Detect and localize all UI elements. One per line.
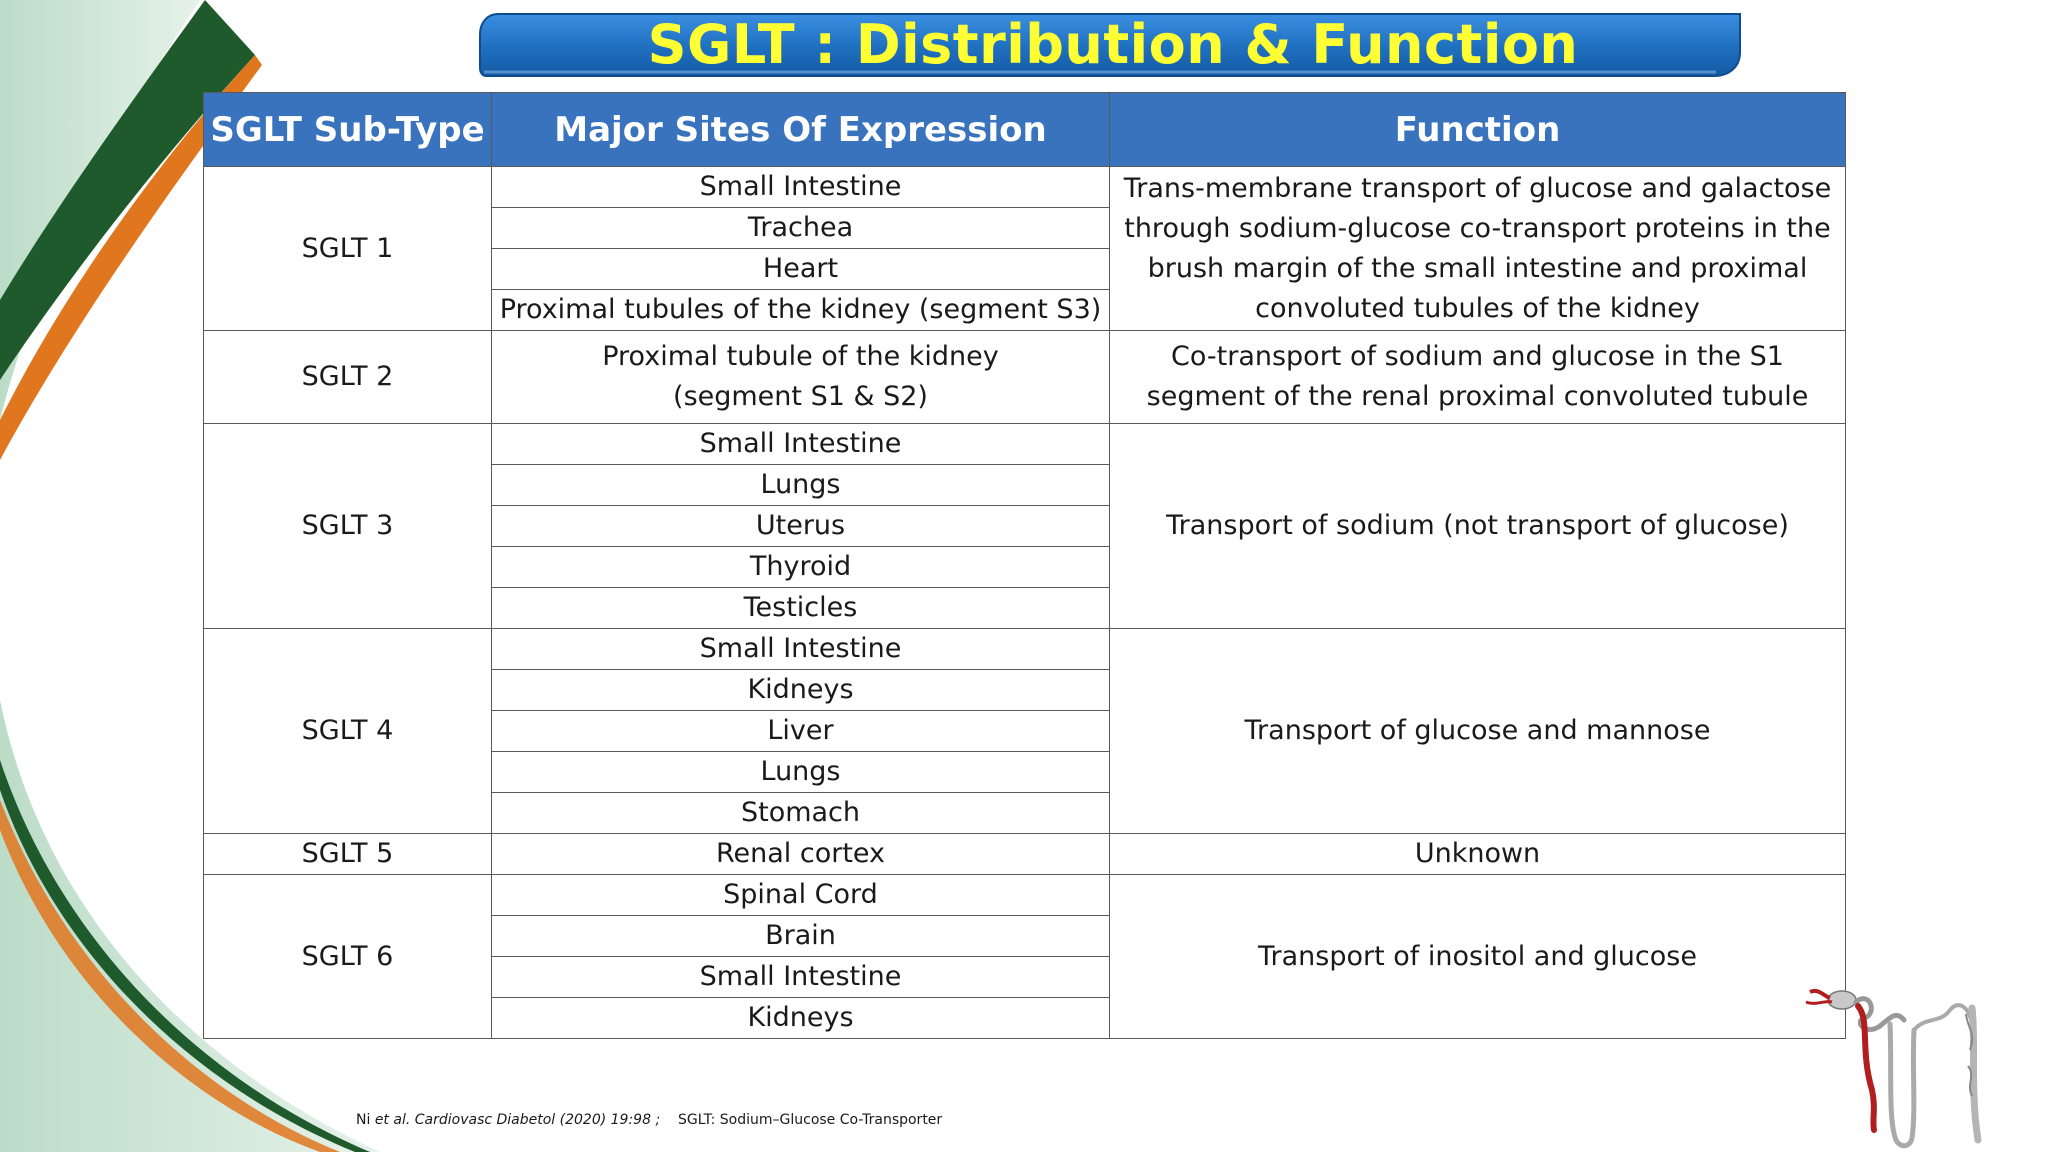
table-row: SGLT 1 Small Intestine Trans-membrane tr… [203,166,1846,331]
nephron-illustration-icon [1805,988,1982,1149]
function-cell: Transport of sodium (not transport of gl… [1109,423,1846,629]
site-cell: Spinal Cord [491,874,1110,916]
subtype-cell: SGLT 2 [203,330,492,424]
site-cell: Uterus [491,505,1110,547]
footnote-author: Ni [356,1112,375,1128]
subtype-cell: SGLT 1 [203,166,492,331]
site-cell: Kidneys [491,997,1110,1039]
site-cell: Stomach [491,792,1110,834]
table-row: Small Intestine [204,956,1846,998]
table-row: SGLT 5 Renal cortex Unknown [203,833,1846,875]
header-subtype: SGLT Sub-Type [203,92,492,167]
site-cell: Small Intestine [491,956,1110,998]
mint-lower-panel [0,700,380,1152]
site-cell: Thyroid [491,546,1110,588]
footnote-abbrev: SGLT: Sodium–Glucose Co-Transporter [677,1112,943,1128]
site-cell: Renal cortex [491,833,1110,875]
table-row: Testicles [204,587,1846,629]
slide-title: SGLT : Distribution & Function [647,13,1579,76]
function-cell: Trans-membrane transport of glucose and … [1109,166,1846,331]
table-row: Uterus [204,505,1846,547]
site-cell: Testicles [491,587,1110,629]
table-row: SGLT 3 Small Intestine Transport of sodi… [203,423,1846,629]
function-cell: Transport of inositol and glucose [1109,874,1846,1039]
header-function: Function [1109,92,1846,167]
table-row: Stomach [204,792,1846,834]
function-cell: Unknown [1109,833,1846,875]
mint-left-panel [0,0,200,420]
footnote-citation: Cardiovasc Diabetol (2020) 19:98 ; [410,1112,661,1128]
table-row: SGLT 2 Proximal tubule of the kidney (se… [203,330,1846,424]
table-row: Trachea [204,207,1846,249]
table-row: SGLT 6 Spinal Cord Transport of inositol… [203,874,1846,1039]
subtype-cell: SGLT 3 [203,423,492,629]
footnote-spacer [660,1112,678,1128]
table-row: Thyroid [204,546,1846,588]
header-sites: Major Sites Of Expression [491,92,1110,167]
table-row: Liver [204,710,1846,752]
site-cell: Small Intestine [491,423,1110,465]
title-banner [479,13,1741,77]
table-header-row: SGLT Sub-Type Major Sites Of Expression … [203,92,1846,167]
table-row: Heart [204,248,1846,290]
function-cell: Co-transport of sodium and glucose in th… [1109,330,1846,424]
subtype-cell: SGLT 4 [203,628,492,834]
table-row: Lungs [204,751,1846,793]
site-cell: Trachea [491,207,1110,249]
citation-footnote: Ni et al. Cardiovasc Diabetol (2020) 19:… [356,1112,942,1128]
green-swoosh [0,0,255,380]
site-cell: Kidneys [491,669,1110,711]
site-cell: Heart [491,248,1110,290]
table-row: SGLT 4 Small Intestine Transport of gluc… [203,628,1846,834]
table-row: Lungs [204,464,1846,506]
subtype-cell: SGLT 6 [203,874,492,1039]
site-cell: Proximal tubules of the kidney (segment … [491,289,1110,331]
sglt-table: SGLT Sub-Type Major Sites Of Expression … [203,92,1846,1039]
table-row: Kidneys [204,997,1846,1039]
site-cell: Small Intestine [491,166,1110,208]
table-row: Kidneys [204,669,1846,711]
function-cell: Transport of glucose and mannose [1109,628,1846,834]
site-cell: Liver [491,710,1110,752]
site-cell: Brain [491,915,1110,957]
site-cell: Lungs [491,751,1110,793]
site-cell: Proximal tubule of the kidney (segment S… [491,330,1110,424]
footnote-etal: et al. [374,1112,411,1128]
site-cell: Lungs [491,464,1110,506]
subtype-cell: SGLT 5 [203,833,492,875]
site-cell: Small Intestine [491,628,1110,670]
